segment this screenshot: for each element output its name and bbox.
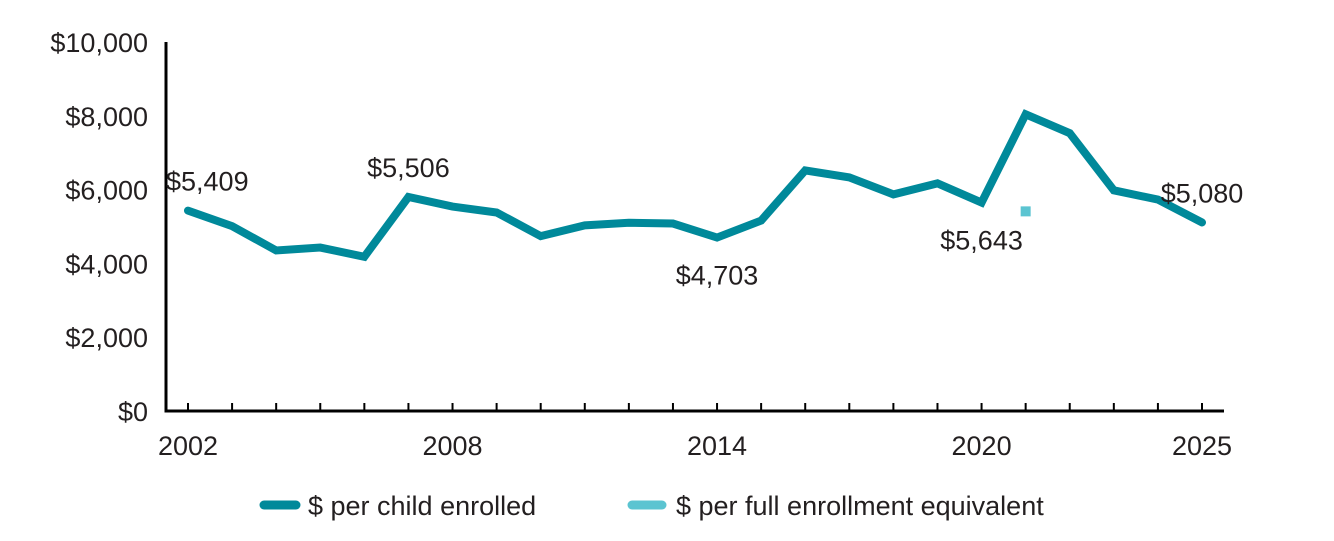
data-point [1157, 199, 1159, 201]
series-line-per-child-enrolled [184, 109, 1206, 262]
x-tick-label: 2025 [1172, 431, 1232, 461]
data-point [496, 211, 498, 213]
data-point [672, 223, 674, 225]
data-point [892, 193, 894, 195]
y-tick-label: $0 [118, 397, 148, 427]
x-axis-labels: 2002 2008 2014 2020 2025 [158, 431, 1232, 461]
y-axis-labels: $0 $2,000 $4,000 $6,000 $8,000 $10,000 [50, 28, 148, 427]
x-tick-label: 2008 [422, 431, 482, 461]
y-tick-label: $4,000 [65, 249, 148, 279]
data-point [407, 196, 409, 198]
data-point [804, 169, 806, 171]
series-group [184, 109, 1206, 262]
y-tick-label: $2,000 [65, 323, 148, 353]
y-tick-label: $6,000 [65, 176, 148, 206]
data-point [187, 210, 189, 212]
data-point [363, 256, 365, 258]
marker-per-full-enrollment [1020, 206, 1031, 217]
axes [164, 42, 1224, 413]
data-label: $5,409 [166, 167, 249, 197]
data-label: $4,703 [676, 261, 759, 291]
data-point [1025, 113, 1027, 115]
data-labels: $5,409 $5,506 $4,703 $5,643 $5,080 [166, 153, 1243, 291]
y-tick-label: $8,000 [65, 102, 148, 132]
data-point [716, 237, 718, 239]
x-axis-ticks [187, 403, 1203, 411]
x-tick-label: 2020 [952, 431, 1012, 461]
y-tick-label: $10,000 [50, 28, 148, 58]
data-point [848, 176, 850, 178]
data-point [452, 206, 454, 208]
data-point [1113, 189, 1115, 191]
legend-label-per-full-enrollment: $ per full enrollment equivalent [676, 491, 1044, 521]
x-tick-label: 2014 [687, 431, 747, 461]
legend-label-per-child: $ per child enrolled [308, 491, 536, 521]
data-point [981, 202, 983, 204]
data-point [760, 220, 762, 222]
legend-item-per-full-enrollment: $ per full enrollment equivalent [627, 491, 1044, 521]
data-point [584, 224, 586, 226]
data-point [628, 222, 630, 224]
data-point [540, 235, 542, 237]
data-point [275, 249, 277, 251]
data-point [1069, 132, 1071, 134]
data-label: $5,080 [1161, 178, 1244, 208]
data-point [936, 182, 938, 184]
legend-item-per-child: $ per child enrolled [259, 491, 536, 521]
x-tick-label: 2002 [158, 431, 218, 461]
data-point [319, 247, 321, 249]
data-point [231, 225, 233, 227]
data-label: $5,506 [367, 153, 450, 183]
data-point [1201, 221, 1203, 223]
legend: $ per child enrolled $ per full enrollme… [259, 491, 1044, 521]
data-label: $5,643 [940, 226, 1023, 256]
